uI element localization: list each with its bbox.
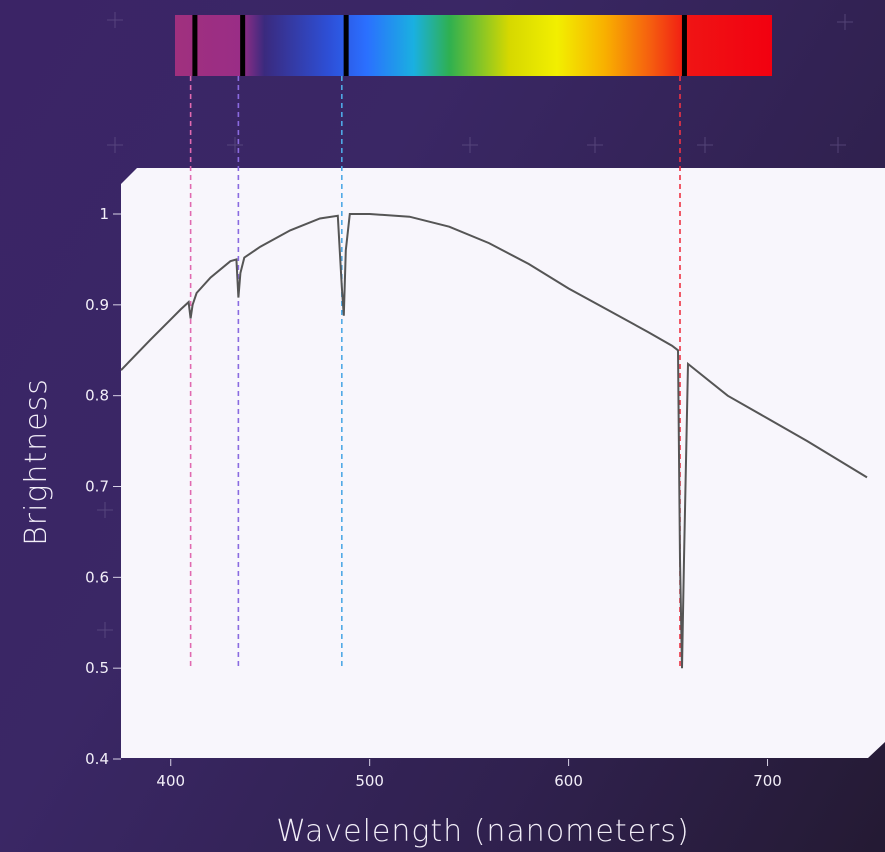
x-axis: 400 500 600 700	[156, 759, 782, 790]
brightness-series-line	[120, 213, 868, 669]
x-tick-label: 700	[753, 772, 782, 790]
absorption-line	[343, 15, 349, 76]
absorption-line	[681, 15, 687, 76]
x-tick-label: 400	[156, 772, 185, 790]
background-cross	[587, 137, 603, 153]
y-tick-label: 0.6	[85, 568, 109, 586]
y-tick-label: 0.8	[85, 387, 109, 405]
y-tick-label: 0.5	[85, 659, 109, 677]
background-cross	[227, 137, 243, 153]
x-tick-label: 500	[355, 772, 384, 790]
spectrum-absorption-lines	[192, 15, 687, 76]
plot-panel	[121, 168, 885, 758]
background-cross	[697, 137, 713, 153]
spectrum-bar	[175, 15, 772, 76]
background-cross	[830, 137, 846, 153]
y-tick-label: 0.9	[85, 296, 109, 314]
y-axis: 0.4 0.5 0.6 0.7 0.8 0.9 1	[85, 205, 121, 768]
background-cross	[837, 14, 853, 30]
y-axis-title: Brightness	[19, 378, 54, 546]
y-tick-label: 0.4	[85, 750, 109, 768]
y-tick-label: 0.7	[85, 478, 109, 496]
background-cross	[107, 137, 123, 153]
background-cross	[107, 12, 123, 28]
x-tick-label: 600	[554, 772, 583, 790]
x-axis-title: Wavelength (nanometers)	[276, 814, 690, 849]
background-cross	[97, 622, 113, 638]
absorption-line	[192, 15, 198, 76]
absorption-line	[240, 15, 246, 76]
background-cross	[462, 137, 478, 153]
background-cross	[97, 502, 113, 518]
background-crosses	[97, 12, 853, 638]
y-tick-label: 1	[99, 205, 109, 223]
